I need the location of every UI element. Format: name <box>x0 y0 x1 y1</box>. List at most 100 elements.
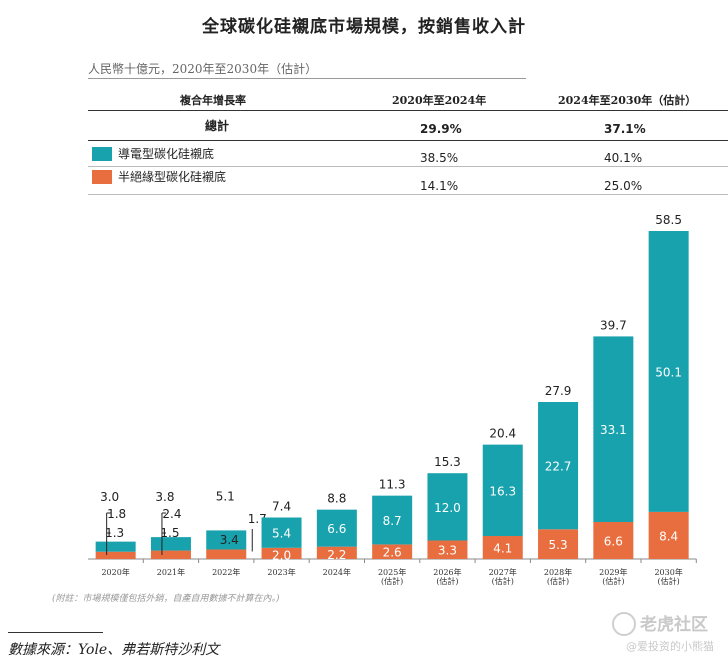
semi-row-v1: 14.1% <box>420 179 459 193</box>
bar-conductive-label: 16.3 <box>489 484 516 498</box>
source-text: 數據來源：Yole、弗若斯特沙利文 <box>8 642 220 658</box>
cagr-col1-header: 2020年至2024年 <box>392 94 487 107</box>
x-tick-label: (估計) <box>492 576 514 586</box>
conductive-row-v1: 38.5% <box>420 151 459 165</box>
watermark-logo-icon <box>612 612 636 636</box>
bar-total-label: 58.5 <box>655 213 682 227</box>
bar-conductive-label: 3.4 <box>220 533 239 547</box>
x-tick-label: 2027年 <box>489 567 517 577</box>
bar-conductive-label: 33.1 <box>600 423 627 437</box>
bar-semi-label: 2.0 <box>272 548 291 562</box>
bar-conductive <box>316 509 357 547</box>
bar-semi-insulating <box>150 550 191 559</box>
bar-semi-label: 5.3 <box>549 538 568 552</box>
bar-semi-label: 2.2 <box>327 548 346 562</box>
x-tick-label: 2020年 <box>101 567 129 577</box>
x-tick-label: 2026年 <box>433 567 461 577</box>
bar-conductive-label: 2.4 <box>162 507 181 521</box>
unit-label: 人民幣十億元，2020年至2030年（估計） <box>88 62 318 76</box>
bar-conductive <box>372 495 413 545</box>
bar-total-label: 3.8 <box>155 490 174 504</box>
bar-total-label: 8.8 <box>327 492 346 506</box>
bar-total-label: 7.4 <box>272 500 291 514</box>
bar-total-label: 15.3 <box>434 455 461 469</box>
bar-semi-label: 4.1 <box>493 542 512 556</box>
semi-legend-swatch <box>92 170 112 184</box>
bar-total-label: 27.9 <box>545 384 572 398</box>
x-tick-label: 2022年 <box>212 567 240 577</box>
x-tick-label: 2030年 <box>654 567 682 577</box>
semi-row-v2: 25.0% <box>604 179 643 193</box>
conductive-row-v2: 40.1% <box>604 151 643 165</box>
bar-semi-insulating <box>482 536 523 559</box>
bar-total-label: 3.0 <box>100 490 119 504</box>
bar-semi-label: 1.3 <box>105 526 124 540</box>
bar-semi-insulating <box>593 521 634 559</box>
bar-conductive-label: 5.4 <box>272 527 291 541</box>
x-tick-label: 2024年 <box>323 567 351 577</box>
bar-conductive <box>482 444 523 537</box>
x-tick-label: 2028年 <box>544 567 572 577</box>
stacked-bar-chart: 1.81.33.02020年2.41.53.82021年3.41.75.1202… <box>88 213 697 586</box>
bar-conductive-label: 50.1 <box>655 365 682 379</box>
bar-semi-insulating <box>206 549 247 559</box>
bar-conductive <box>150 537 191 551</box>
x-tick-label: 2021年 <box>157 567 185 577</box>
bar-semi-insulating <box>316 546 357 559</box>
bar-total-label: 20.4 <box>489 427 516 441</box>
source-divider <box>8 632 103 633</box>
bar-conductive <box>593 336 634 522</box>
conductive-legend-label: 導電型碳化硅襯底 <box>118 147 215 161</box>
bar-semi-label: 1.5 <box>160 526 179 540</box>
bar-semi-insulating <box>648 511 689 559</box>
bar-conductive <box>206 530 247 550</box>
bar-semi-label: 8.4 <box>659 529 678 543</box>
watermark-line1: 老虎社区 <box>640 615 708 635</box>
unit-divider <box>88 78 526 79</box>
footnote: (附註：市場規模僅包括外銷，自產自用數據不計算在內。) <box>52 594 280 604</box>
chart-title: 全球碳化硅襯底市場規模，按銷售收入計 <box>202 17 526 37</box>
bar-semi-insulating <box>95 551 136 559</box>
bar-total-label: 11.3 <box>379 478 406 492</box>
total-row-v2: 37.1% <box>604 122 646 136</box>
bar-conductive <box>261 517 302 548</box>
x-tick-label: 2029年 <box>599 567 627 577</box>
table-divider <box>88 194 728 195</box>
bar-conductive-label: 12.0 <box>434 501 461 515</box>
x-tick-label: 2025年 <box>378 567 406 577</box>
table-divider <box>88 140 728 141</box>
x-tick-label: (估計) <box>602 576 624 586</box>
bar-conductive <box>95 541 136 552</box>
table-divider <box>88 110 728 111</box>
conductive-legend-swatch <box>92 147 112 161</box>
bar-semi-insulating <box>261 547 302 559</box>
table-divider <box>88 166 728 167</box>
bar-semi-label: 3.3 <box>438 544 457 558</box>
bar-conductive <box>538 402 579 530</box>
total-row-v1: 29.9% <box>420 122 462 136</box>
bar-conductive-label: 6.6 <box>327 522 346 536</box>
bar-conductive-label: 1.8 <box>107 507 126 521</box>
bar-total-label: 39.7 <box>600 318 627 332</box>
bar-semi-label: 2.6 <box>383 546 402 560</box>
semi-legend-label: 半絕緣型碳化硅襯底 <box>118 170 227 184</box>
x-tick-label: (估計) <box>658 576 680 586</box>
cagr-header-label: 複合年增長率 <box>180 94 246 107</box>
bar-total-label: 5.1 <box>216 489 235 503</box>
bar-semi-insulating <box>427 540 468 559</box>
bar-conductive-label: 8.7 <box>383 514 402 528</box>
bar-semi-insulating <box>372 544 413 559</box>
cagr-col2-header: 2024年至2030年（估計） <box>558 94 697 107</box>
bar-semi-insulating <box>538 529 579 559</box>
total-row-label: 總計 <box>205 119 230 133</box>
x-tick-label: (估計) <box>436 576 458 586</box>
bar-conductive <box>427 473 468 541</box>
bar-conductive-label: 22.7 <box>545 460 572 474</box>
bar-semi-label: 6.6 <box>604 534 623 548</box>
x-tick-label: (估計) <box>381 576 403 586</box>
watermark: 老虎社区 @爱投资的小熊猫 <box>612 610 724 656</box>
watermark-line2: @爱投资的小熊猫 <box>626 640 714 653</box>
bar-conductive <box>648 231 689 512</box>
x-tick-label: (估計) <box>547 576 569 586</box>
x-tick-label: 2023年 <box>267 567 295 577</box>
